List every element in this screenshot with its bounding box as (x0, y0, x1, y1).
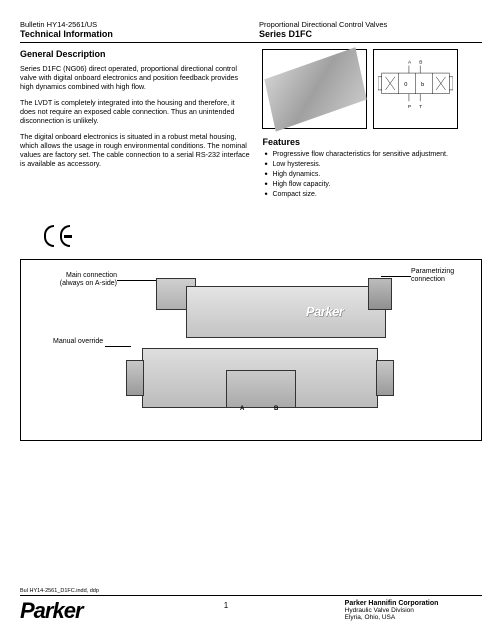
ce-mark (44, 219, 482, 249)
port-a-label: A (240, 406, 244, 412)
features-heading: Features (262, 137, 482, 147)
svg-text:P: P (408, 104, 411, 109)
product-photo (262, 49, 367, 129)
svg-text:0: 0 (405, 82, 408, 88)
footer-logo: Parker (20, 598, 157, 624)
description-column: General Description Series D1FC (NG06) d… (20, 49, 250, 201)
bulletin-id: Bulletin HY14-2561/US (20, 20, 243, 29)
desc-para-2: The LVDT is completely integrated into t… (20, 98, 250, 125)
features-column: A B 0 b (262, 49, 482, 201)
page-number: 1 (157, 598, 294, 610)
hydraulic-schematic: A B 0 b (373, 49, 458, 129)
desc-para-1: Series D1FC (NG06) direct operated, prop… (20, 64, 250, 91)
feature-item: Progressive flow characteristics for sen… (264, 151, 482, 158)
gen-desc-heading: General Description (20, 49, 250, 59)
feature-item: High dynamics. (264, 171, 482, 178)
svg-text:B: B (420, 60, 423, 65)
features-list: Progressive flow characteristics for sen… (262, 151, 482, 198)
footer-rule (20, 595, 482, 596)
doc-reference: Bul HY14-2561_D1FC.indd, ddp (20, 588, 482, 594)
feature-item: High flow capacity. (264, 181, 482, 188)
label-main-connection: Main connection(always on A-side) (53, 272, 117, 289)
corp-info: Parker Hannifin Corporation Hydraulic Va… (295, 598, 482, 621)
desc-para-3: The digital onboard electronics is situa… (20, 132, 250, 168)
product-name: Proportional Directional Control Valves (259, 20, 482, 29)
header-rule (20, 42, 482, 43)
label-manual-override: Manual override (53, 338, 103, 346)
port-b-label: B (274, 406, 278, 412)
valve-figure: Main connection(always on A-side) Manual… (20, 259, 482, 441)
svg-text:T: T (420, 104, 423, 109)
valve-brand-logo: Parker (306, 304, 343, 319)
feature-item: Compact size. (264, 191, 482, 198)
valve-drawing: Parker A B (126, 278, 386, 426)
schem-ports-top: A (408, 60, 412, 65)
page-header: Bulletin HY14-2561/US Technical Informat… (20, 20, 482, 39)
svg-text:b: b (422, 82, 425, 88)
series-name: Series D1FC (259, 29, 482, 39)
doc-type: Technical Information (20, 29, 243, 39)
page-footer: Bul HY14-2561_D1FC.indd, ddp Parker 1 Pa… (0, 588, 502, 624)
label-parametrizing: Parametrizingconnection (411, 268, 467, 285)
feature-item: Low hysteresis. (264, 161, 482, 168)
